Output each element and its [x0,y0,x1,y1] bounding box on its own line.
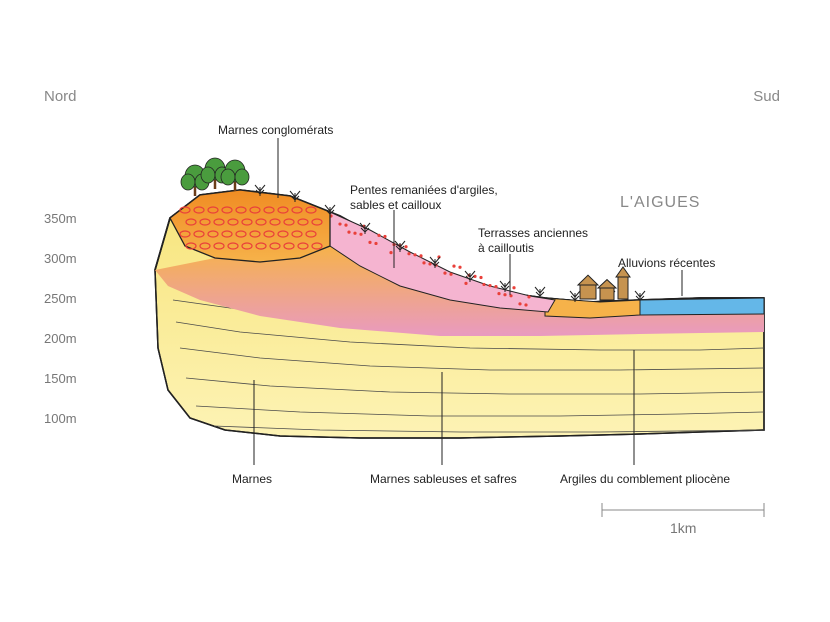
elevation-tick: 200m [44,331,77,346]
south-label: Sud [753,88,780,105]
label-pentes: Pentes remaniées d'argiles, sables et ca… [350,183,498,213]
alluvions-layer [640,298,764,315]
north-label: Nord [44,88,77,105]
elevation-tick: 300m [44,251,77,266]
label-marnes-sableuses: Marnes sableuses et safres [370,472,517,486]
elevation-tick: 250m [44,291,77,306]
label-terrasses: Terrasses anciennes à cailloutis [478,226,588,256]
region-title: L'AIGUES [620,194,700,212]
label-marnes: Marnes [232,472,272,486]
houses [578,267,630,300]
elevation-tick: 100m [44,411,77,426]
label-argiles: Argiles du comblement pliocène [560,472,730,486]
scale-bar [602,503,764,517]
elevation-tick: 350m [44,211,77,226]
label-marnes-conglo: Marnes conglomérats [218,123,333,137]
elevation-tick: 150m [44,371,77,386]
terrasse-layer [545,298,640,318]
scale-label: 1km [670,520,696,536]
label-alluvions: Alluvions récentes [618,256,715,270]
